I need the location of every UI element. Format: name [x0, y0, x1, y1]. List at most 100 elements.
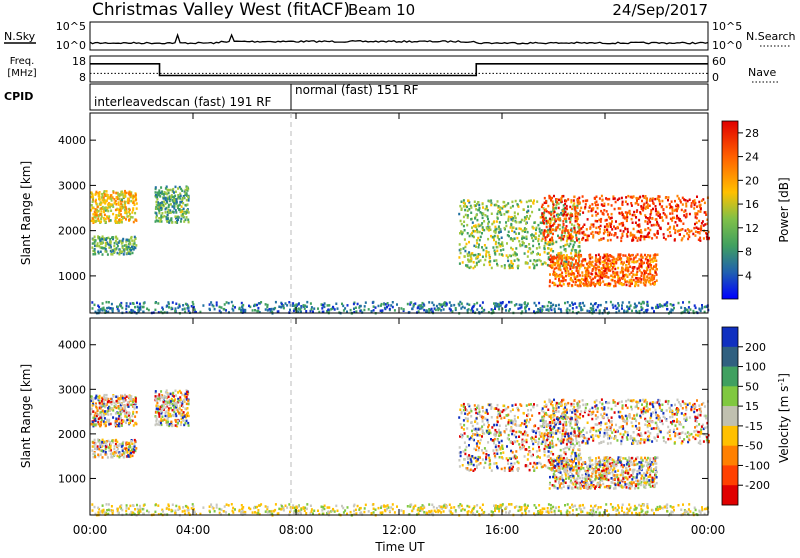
- power-cell: [670, 206, 672, 209]
- velocity-cell: [185, 422, 187, 425]
- power-cell: [550, 199, 552, 202]
- velocity-cell: [542, 507, 544, 510]
- nave-tick-top: 60: [712, 55, 726, 68]
- velocity-cell: [106, 509, 108, 512]
- power-cell: [679, 233, 681, 236]
- power-cell: [509, 264, 511, 267]
- power-cell: [466, 243, 468, 246]
- power-cell: [173, 191, 175, 194]
- power-cell: [659, 303, 661, 306]
- noise-tick-right-bottom: 10^0: [712, 39, 742, 52]
- velocity-cell: [614, 507, 616, 510]
- power-cell: [463, 247, 465, 250]
- power-cell: [375, 306, 377, 309]
- power-cell: [588, 235, 590, 238]
- power-cell: [118, 253, 120, 256]
- power-cell: [566, 214, 568, 217]
- power-cell: [694, 223, 696, 226]
- power-cell: [468, 251, 470, 254]
- power-cell: [232, 305, 234, 308]
- velocity-cell: [317, 510, 319, 513]
- velocity-cell: [618, 506, 620, 509]
- power-cell: [143, 302, 145, 305]
- velocity-cell: [394, 511, 396, 514]
- power-cell: [460, 230, 462, 233]
- velocity-cell: [136, 406, 138, 409]
- power-cell: [477, 225, 479, 228]
- power-cell: [555, 304, 557, 307]
- velocity-cell: [639, 512, 641, 515]
- power-cell: [224, 303, 226, 306]
- power-cell: [563, 245, 565, 248]
- power-cell: [554, 268, 556, 271]
- power-cell: [131, 211, 133, 214]
- power-cell: [515, 247, 517, 250]
- velocity-cell: [253, 507, 255, 510]
- power-cell: [666, 305, 668, 308]
- power-cell: [99, 213, 101, 216]
- power-cell: [502, 248, 504, 251]
- velocity-cell: [126, 507, 128, 510]
- power-cell: [478, 253, 480, 256]
- power-cell: [466, 224, 468, 227]
- power-cell: [646, 276, 648, 279]
- power-cell: [643, 270, 645, 273]
- power-cell: [178, 209, 180, 212]
- velocity-cell: [94, 439, 96, 442]
- power-cell: [534, 302, 536, 305]
- power-cell: [666, 308, 668, 311]
- velocity-cell: [450, 507, 452, 510]
- power-cell: [182, 202, 184, 205]
- power-cell: [652, 260, 654, 263]
- power-cell: [172, 188, 174, 191]
- power-cell: [492, 236, 494, 239]
- power-cell: [97, 206, 99, 209]
- power-cell: [669, 212, 671, 215]
- power-cell: [566, 309, 568, 312]
- power-cell: [133, 240, 135, 243]
- velocity-cell: [119, 453, 121, 456]
- power-cell: [599, 197, 601, 200]
- power-cell: [94, 193, 96, 196]
- velocity-cell: [108, 509, 110, 512]
- power-cell: [656, 273, 658, 276]
- velocity-cell: [99, 402, 101, 405]
- power-cell: [94, 253, 96, 256]
- velocity-cell: [647, 511, 649, 513]
- velocity-cell: [400, 509, 402, 512]
- power-cell: [464, 255, 466, 257]
- power-cell: [539, 246, 541, 249]
- velocity-cell: [579, 507, 581, 510]
- power-cell: [598, 239, 600, 242]
- velocity-cell: [687, 511, 689, 514]
- power-cell: [647, 305, 649, 308]
- velocity-cell: [100, 424, 102, 427]
- nave-label: Nave: [748, 66, 776, 79]
- power-cell: [482, 301, 484, 304]
- power-cell: [529, 248, 531, 251]
- power-cell: [254, 309, 256, 312]
- velocity-cell: [168, 415, 170, 418]
- power-cell: [701, 304, 703, 307]
- power-cell: [614, 305, 616, 308]
- power-cell: [566, 268, 568, 271]
- power-cell: [611, 204, 613, 207]
- velocity-cell: [92, 417, 94, 420]
- power-cell: [509, 308, 511, 311]
- power-cell: [168, 211, 170, 214]
- power-cell: [692, 200, 694, 203]
- power-cell: [158, 209, 160, 212]
- power-cell: [163, 215, 165, 218]
- velocity-cell: [104, 417, 106, 420]
- power-cell: [498, 225, 500, 228]
- power-cell: [481, 246, 483, 249]
- power-cell: [525, 222, 527, 225]
- power-cell: [479, 207, 481, 210]
- power-cell: [681, 239, 683, 242]
- power-cell: [695, 231, 697, 234]
- velocity-cell: [115, 443, 117, 446]
- power-cell: [475, 208, 477, 211]
- power-cell: [392, 301, 394, 304]
- velocity-cell: [163, 404, 165, 407]
- velocity-cell: [678, 504, 680, 507]
